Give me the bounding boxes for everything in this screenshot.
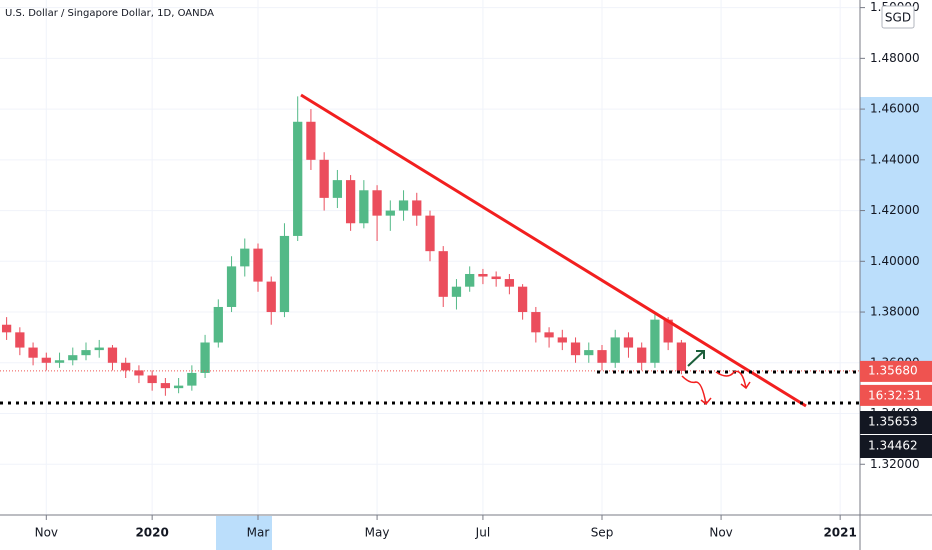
candle-body xyxy=(438,251,448,297)
candle-body xyxy=(544,332,554,338)
y-tick-label: 1.42000 xyxy=(870,203,920,217)
y-tick-label: 1.46000 xyxy=(870,102,920,116)
price-tag xyxy=(860,360,932,382)
x-tick-label: May xyxy=(365,526,390,540)
candle-body xyxy=(637,347,647,363)
candle-body xyxy=(240,248,250,267)
candle-body xyxy=(504,279,515,287)
candle-body xyxy=(465,273,475,287)
price-tag-label: 1.35653 xyxy=(868,415,918,429)
candle-body xyxy=(425,215,435,252)
candle-body xyxy=(293,121,303,236)
candle-body xyxy=(676,342,687,371)
arrow-up xyxy=(687,350,705,367)
y-tick-label: 1.40000 xyxy=(870,254,920,268)
chart-title: U.S. Dollar / Singapore Dollar, 1D, OAND… xyxy=(5,8,214,19)
candle-body xyxy=(81,350,91,356)
price-tag-label: 1.35680 xyxy=(868,363,918,377)
countdown-tag xyxy=(860,384,932,406)
candle-body xyxy=(345,180,356,224)
candle-body xyxy=(160,383,171,389)
x-tick-label: 2020 xyxy=(135,526,168,540)
candle-body xyxy=(226,266,237,307)
candle-body xyxy=(332,180,343,198)
candle-body xyxy=(491,276,501,280)
currency-box[interactable] xyxy=(881,5,915,29)
x-tick-label: Jul xyxy=(475,526,490,540)
countdown: 16:32:31 xyxy=(868,388,922,402)
candle-body xyxy=(610,337,620,363)
arrow-down xyxy=(681,375,712,406)
candle-body xyxy=(253,248,263,282)
candle-body xyxy=(187,372,197,386)
candle-body xyxy=(1,324,12,333)
candle-body xyxy=(570,342,581,356)
x-tick-label: Nov xyxy=(35,526,58,540)
candle-body xyxy=(663,319,673,343)
candle-body xyxy=(398,200,409,211)
trend-line xyxy=(300,93,807,408)
axis-highlight xyxy=(860,97,932,370)
candle-body xyxy=(306,121,316,160)
candle-body xyxy=(28,347,38,358)
candle-body xyxy=(173,385,184,389)
price-tag-label: 1.34462 xyxy=(868,439,918,453)
y-tick-label: 1.44000 xyxy=(870,152,920,166)
price-tag xyxy=(860,411,932,434)
candle-body xyxy=(531,312,541,333)
candle-body xyxy=(41,357,51,363)
candle-body xyxy=(121,362,131,371)
candle-body xyxy=(54,360,65,363)
candle-body xyxy=(557,337,567,343)
y-tick-label: 1.32000 xyxy=(870,457,920,471)
price-tag xyxy=(860,435,932,458)
candle-body xyxy=(517,286,528,313)
arrow-down xyxy=(715,370,751,390)
candle-body xyxy=(213,306,223,343)
y-tick-label: 1.48000 xyxy=(870,51,920,65)
candle-body xyxy=(451,286,462,297)
x-tick-label: Sep xyxy=(591,526,614,540)
candle-body xyxy=(478,273,488,277)
candle-body xyxy=(385,210,395,216)
candle-body xyxy=(94,347,104,351)
candle-body xyxy=(597,350,607,363)
candle-body xyxy=(200,342,210,373)
x-tick-label: Nov xyxy=(709,526,732,540)
candle-body xyxy=(134,370,144,376)
axis-highlight xyxy=(216,516,272,550)
candle-body xyxy=(15,332,25,348)
candle-body xyxy=(107,347,118,363)
candle-body xyxy=(584,350,594,356)
candle-body xyxy=(359,190,369,224)
candle-body xyxy=(279,235,290,313)
y-tick-label: 1.38000 xyxy=(870,305,920,319)
x-tick-label: 2021 xyxy=(823,526,856,540)
candle-body xyxy=(68,355,78,361)
candle-body xyxy=(266,281,276,313)
candle-body xyxy=(623,337,634,348)
candle-body xyxy=(147,375,157,384)
x-tick-label: Mar xyxy=(247,526,270,540)
candle-body xyxy=(412,200,422,216)
candle-body xyxy=(650,319,660,363)
candle-body xyxy=(372,190,382,216)
currency: SGD xyxy=(885,11,911,25)
candle-body xyxy=(319,159,329,198)
